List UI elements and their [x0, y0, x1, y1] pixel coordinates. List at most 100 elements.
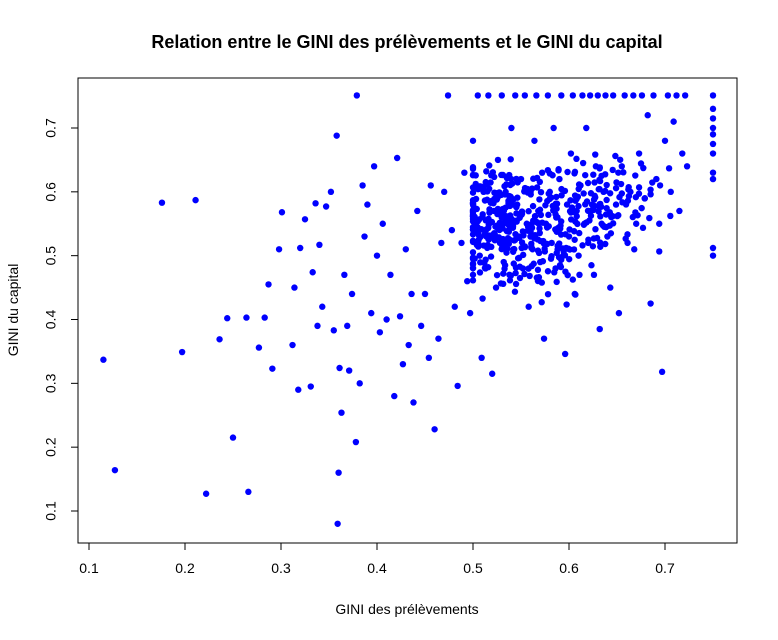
data-point — [594, 92, 601, 99]
data-point — [507, 193, 514, 200]
data-point — [534, 266, 542, 274]
data-point — [508, 215, 515, 223]
data-point — [512, 269, 519, 277]
data-point — [549, 172, 556, 179]
data-point — [379, 220, 386, 227]
data-point — [667, 188, 674, 196]
data-point — [498, 171, 505, 179]
data-point — [579, 242, 586, 249]
data-point — [538, 169, 546, 176]
data-point — [621, 92, 628, 99]
data-point — [471, 255, 478, 262]
data-point — [590, 171, 597, 178]
data-point — [330, 327, 337, 334]
data-point — [709, 124, 717, 132]
data-point — [490, 173, 498, 181]
data-point — [500, 207, 508, 215]
data-point — [506, 202, 514, 210]
data-point — [622, 235, 629, 242]
data-point — [425, 354, 433, 361]
y-tick-label: 0.6 — [43, 182, 59, 202]
data-point — [709, 131, 717, 138]
data-point — [588, 262, 595, 269]
data-point — [540, 335, 548, 342]
data-point — [493, 271, 501, 279]
data-point — [521, 92, 529, 99]
data-point — [588, 207, 596, 214]
data-point — [570, 246, 578, 253]
data-point — [596, 325, 603, 333]
data-point — [500, 220, 507, 227]
data-point — [301, 216, 309, 223]
data-point — [487, 253, 495, 260]
data-point — [602, 171, 609, 178]
data-point — [399, 360, 407, 368]
data-point — [647, 186, 654, 193]
data-point — [547, 255, 555, 262]
data-point — [289, 341, 296, 349]
data-point — [202, 490, 210, 497]
data-point — [602, 92, 609, 99]
data-point — [410, 399, 417, 406]
x-tick-label: 0.5 — [463, 560, 483, 576]
data-point — [505, 171, 513, 179]
data-point — [488, 218, 496, 226]
data-point — [516, 274, 524, 282]
data-point — [481, 197, 489, 204]
data-point — [474, 92, 481, 99]
data-point — [518, 239, 526, 246]
data-point — [670, 118, 677, 125]
data-point — [521, 184, 529, 192]
data-point — [683, 163, 691, 170]
data-point — [580, 190, 587, 197]
data-point — [376, 329, 384, 336]
data-point — [333, 132, 340, 139]
data-point — [681, 92, 689, 99]
data-point — [632, 172, 639, 179]
data-point — [485, 92, 492, 99]
y-tick-label: 0.4 — [43, 310, 59, 330]
data-point — [504, 234, 512, 242]
data-point — [561, 350, 569, 358]
data-point — [387, 271, 394, 279]
data-point — [373, 252, 381, 259]
data-point — [606, 190, 614, 197]
data-point — [503, 213, 510, 220]
data-point — [512, 264, 520, 271]
data-point — [393, 154, 401, 162]
data-point — [650, 92, 657, 99]
x-tick-label: 0.1 — [79, 560, 99, 576]
x-axis: 0.1 0.2 0.3 0.4 0.5 0.6 0.7 — [79, 542, 675, 576]
data-point — [469, 206, 477, 214]
data-point — [356, 380, 363, 387]
data-point — [327, 188, 335, 196]
data-point — [528, 224, 536, 231]
data-point — [348, 290, 356, 298]
x-tick-label: 0.7 — [655, 560, 675, 576]
data-point — [552, 211, 559, 218]
data-point — [508, 124, 515, 132]
data-point — [531, 235, 538, 242]
data-point — [590, 271, 598, 279]
data-point — [582, 201, 589, 208]
data-point — [544, 268, 552, 275]
data-point — [525, 208, 532, 215]
data-point — [512, 92, 519, 99]
data-point — [540, 240, 548, 247]
data-point — [383, 316, 390, 323]
data-point — [319, 303, 326, 310]
data-point — [545, 223, 552, 230]
data-point — [635, 184, 643, 191]
data-point — [479, 295, 486, 302]
data-point — [601, 223, 608, 230]
data-point — [536, 178, 544, 186]
data-point — [444, 92, 452, 99]
data-point — [591, 179, 598, 186]
data-point — [565, 255, 573, 263]
data-point — [571, 236, 578, 243]
data-point — [474, 218, 482, 225]
data-point — [427, 182, 434, 189]
data-point — [511, 245, 518, 253]
data-point — [368, 309, 375, 317]
data-point — [665, 165, 673, 172]
